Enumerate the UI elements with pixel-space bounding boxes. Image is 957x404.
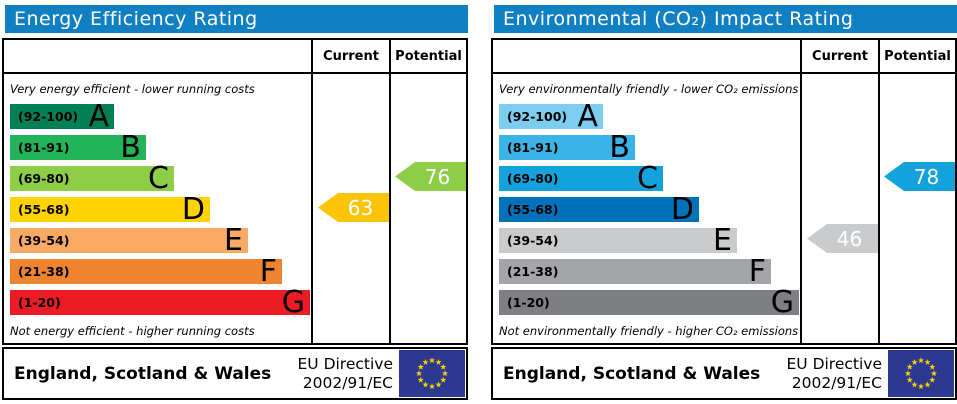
energy-current-column-header: Current — [311, 40, 389, 72]
energy-panel-title: Energy Efficiency Rating — [5, 5, 468, 33]
energy-top-caption: Very energy efficient - lower running co… — [10, 82, 255, 96]
energy-band-range-c: (69-80) — [18, 171, 70, 186]
energy-band-bar-g: (1-20) G — [10, 285, 310, 320]
energy-band-letter-g: G — [281, 285, 305, 320]
energy-potential-arrow: 76 — [395, 162, 466, 191]
eu-flag-icon — [399, 350, 465, 397]
environmental-band-bar-c: (69-80) C — [499, 161, 663, 196]
environmental-band-bar-e: (39-54) E — [499, 223, 737, 258]
environmental-band-row-c: (69-80) C — [499, 161, 800, 197]
energy-band-row-c: (69-80) C — [10, 161, 311, 197]
environmental-band-letter-a: A — [577, 99, 598, 134]
environmental-band-letter-b: B — [609, 130, 630, 165]
energy-band-row-f: (21-38) F — [10, 254, 311, 290]
environmental-band-letter-f: F — [748, 254, 766, 289]
energy-table-body: Very energy efficient - lower running co… — [4, 74, 466, 343]
environmental-band-bar-f: (21-38) F — [499, 254, 771, 289]
energy-band-row-d: (55-68) D — [10, 192, 311, 228]
energy-band-letter-b: B — [120, 130, 141, 165]
environmental-band-letter-e: E — [713, 223, 732, 258]
environmental-footer: England, Scotland & Wales EU Directive 2… — [491, 347, 957, 400]
eu-flag-icon — [888, 350, 954, 397]
energy-band-range-f: (21-38) — [18, 264, 70, 279]
energy-band-letter-a: A — [88, 99, 109, 134]
energy-current-arrow: 63 — [318, 193, 389, 222]
energy-band-bar-c: (69-80) C — [10, 161, 174, 196]
environmental-band-bar-b: (81-91) B — [499, 130, 635, 165]
environmental-current-column: 46 — [800, 74, 878, 343]
environmental-footer-region: England, Scotland & Wales — [503, 363, 761, 384]
environmental-bands-column-header — [493, 40, 800, 72]
environmental-directive-line2: 2002/91/EC — [791, 373, 882, 392]
environmental-current-arrow: 46 — [807, 224, 878, 253]
energy-band-letter-d: D — [181, 192, 205, 227]
energy-footer: England, Scotland & Wales EU Directive 2… — [2, 347, 468, 400]
environmental-rating-table: Current Potential Very environmentally f… — [491, 38, 957, 345]
environmental-table-header-row: Current Potential — [493, 40, 955, 74]
environmental-band-range-e: (39-54) — [507, 233, 559, 248]
energy-band-range-b: (81-91) — [18, 140, 70, 155]
energy-bands-column-header — [4, 40, 311, 72]
environmental-band-range-g: (1-20) — [507, 295, 550, 310]
energy-bands-area: Very energy efficient - lower running co… — [4, 74, 311, 343]
energy-band-row-b: (81-91) B — [10, 130, 311, 166]
energy-rating-table: Current Potential Very energy efficient … — [2, 38, 468, 345]
environmental-band-range-c: (69-80) — [507, 171, 559, 186]
environmental-footer-directive: EU Directive 2002/91/EC — [787, 355, 889, 392]
environmental-directive-line1: EU Directive — [786, 354, 883, 373]
environmental-band-range-d: (55-68) — [507, 202, 559, 217]
environmental-band-letter-d: D — [670, 192, 694, 227]
energy-band-row-g: (1-20) G — [10, 285, 311, 321]
energy-directive-line1: EU Directive — [297, 354, 394, 373]
environmental-potential-arrow: 78 — [884, 162, 955, 191]
environmental-band-row-f: (21-38) F — [499, 254, 800, 290]
energy-footer-directive: EU Directive 2002/91/EC — [298, 355, 400, 392]
environmental-table-body: Very environmentally friendly - lower CO… — [493, 74, 955, 343]
energy-table-header-row: Current Potential — [4, 40, 466, 74]
environmental-bands-area: Very environmentally friendly - lower CO… — [493, 74, 800, 343]
environmental-potential-column: 78 — [878, 74, 955, 343]
energy-band-range-e: (39-54) — [18, 233, 70, 248]
environmental-top-caption: Very environmentally friendly - lower CO… — [499, 82, 799, 96]
energy-band-row-a: (92-100) A — [10, 99, 311, 135]
environmental-bottom-caption: Not environmentally friendly - higher CO… — [499, 324, 799, 338]
environmental-band-letter-c: C — [637, 161, 658, 196]
environmental-band-range-a: (92-100) — [507, 109, 568, 124]
energy-band-bar-e: (39-54) E — [10, 223, 248, 258]
energy-directive-line2: 2002/91/EC — [302, 373, 393, 392]
environmental-band-range-f: (21-38) — [507, 264, 559, 279]
energy-band-bar-d: (55-68) D — [10, 192, 210, 227]
energy-band-letter-e: E — [224, 223, 243, 258]
energy-band-letter-c: C — [148, 161, 169, 196]
environmental-current-column-header: Current — [800, 40, 878, 72]
energy-current-column: 63 — [311, 74, 389, 343]
energy-band-row-e: (39-54) E — [10, 223, 311, 259]
energy-band-bar-f: (21-38) F — [10, 254, 282, 289]
environmental-band-range-b: (81-91) — [507, 140, 559, 155]
environmental-band-letter-g: G — [770, 285, 794, 320]
energy-band-range-d: (55-68) — [18, 202, 70, 217]
environmental-band-row-e: (39-54) E — [499, 223, 800, 259]
environmental-band-row-a: (92-100) A — [499, 99, 800, 135]
environmental-band-row-d: (55-68) D — [499, 192, 800, 228]
energy-band-bar-a: (92-100) A — [10, 99, 114, 134]
environmental-band-bar-a: (92-100) A — [499, 99, 603, 134]
energy-band-range-g: (1-20) — [18, 295, 61, 310]
energy-band-bar-b: (81-91) B — [10, 130, 146, 165]
environmental-potential-column-header: Potential — [878, 40, 955, 72]
environmental-band-row-b: (81-91) B — [499, 130, 800, 166]
environmental-band-row-g: (1-20) G — [499, 285, 800, 321]
environmental-impact-panel: Environmental (CO₂) Impact Rating Curren… — [491, 0, 957, 404]
energy-band-letter-f: F — [259, 254, 277, 289]
environmental-panel-title: Environmental (CO₂) Impact Rating — [494, 5, 957, 33]
energy-potential-column-header: Potential — [389, 40, 466, 72]
environmental-band-bar-g: (1-20) G — [499, 285, 799, 320]
energy-band-range-a: (92-100) — [18, 109, 79, 124]
energy-potential-column: 76 — [389, 74, 466, 343]
energy-footer-region: England, Scotland & Wales — [14, 363, 272, 384]
energy-bottom-caption: Not energy efficient - higher running co… — [10, 324, 255, 338]
environmental-band-bar-d: (55-68) D — [499, 192, 699, 227]
energy-efficiency-panel: Energy Efficiency Rating Current Potenti… — [2, 0, 468, 404]
